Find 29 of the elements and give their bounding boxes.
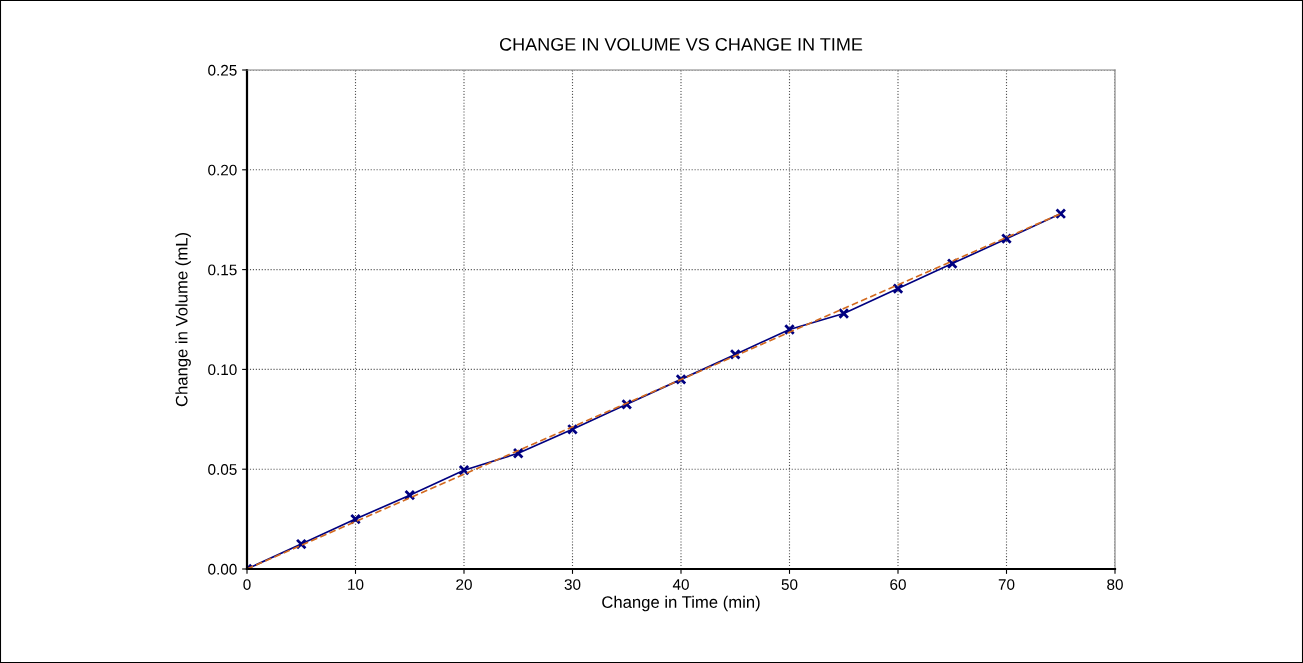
x-tick-label: 60 (890, 579, 906, 590)
y-tick-label: 0.00 (208, 563, 237, 575)
y-tick-label: 0.25 (208, 64, 237, 76)
x-tick-label: 70 (998, 579, 1015, 590)
x-tick-label: 30 (564, 579, 581, 590)
point (458, 464, 470, 476)
chart-title: CHANGE IN VOLUME VS CHANGE IN TIME (499, 37, 863, 51)
x-tick-label: 40 (672, 579, 689, 590)
x-tick-label: 10 (348, 579, 364, 590)
point (512, 447, 524, 459)
y-tick-label: 0.10 (208, 364, 237, 376)
point (1055, 208, 1067, 220)
y-tick-label: 0.20 (208, 164, 237, 176)
y-axis-title: Change in Volume (mL) (175, 232, 191, 407)
x-axis-title: Change in Time (min) (602, 595, 760, 612)
x-tick-label: 0 (243, 579, 251, 590)
x-tick-label: 80 (1107, 579, 1123, 590)
x-tick-label: 50 (781, 579, 798, 590)
point (892, 283, 904, 295)
point (783, 323, 796, 336)
point (729, 348, 741, 360)
point (349, 513, 362, 525)
point (1000, 233, 1013, 245)
y-tick-label: 0.05 (208, 464, 237, 475)
point (621, 398, 633, 410)
y-tick-label: 0.15 (208, 264, 237, 276)
point (566, 423, 579, 435)
x-tick-label: 20 (456, 579, 472, 590)
point (838, 307, 850, 320)
